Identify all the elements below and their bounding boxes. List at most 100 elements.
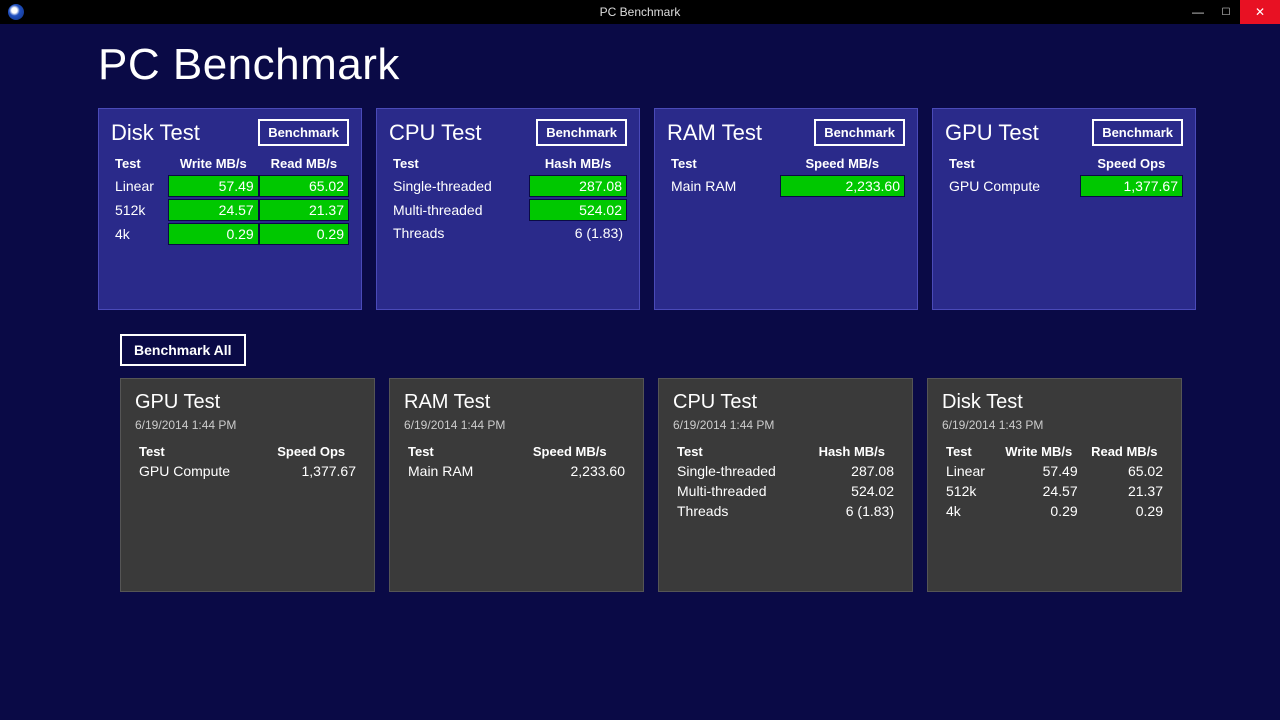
- history-area: Benchmark All GPU Test 6/19/2014 1:44 PM T…: [98, 334, 1254, 654]
- benchmark-cpu-button[interactable]: Benchmark: [536, 119, 627, 146]
- page-title: PC Benchmark: [98, 40, 1254, 90]
- cpu-row-label: Multi-threaded: [389, 199, 529, 221]
- cpu-header-hash: Hash MB/s: [529, 154, 627, 173]
- history-table-row: 512k24.5721.37: [942, 481, 1167, 501]
- app-body: PC Benchmark Disk Test Benchmark Test Wr…: [0, 24, 1280, 720]
- panel-disk-title: Disk Test: [111, 120, 200, 146]
- history-table-row: Main RAM2,233.60: [404, 461, 629, 481]
- history-table-cell: Main RAM: [404, 461, 510, 481]
- history-card[interactable]: RAM Test6/19/2014 1:44 PMTestSpeed MB/sM…: [389, 378, 644, 592]
- history-table-row: Linear57.4965.02: [942, 461, 1167, 481]
- ram-row-label: Main RAM: [667, 175, 780, 197]
- history-card-title: GPU Test: [135, 391, 360, 414]
- history-table-cell: 287.08: [806, 461, 898, 481]
- panel-ram-title: RAM Test: [667, 120, 762, 146]
- cpu-row-label: Threads: [389, 223, 529, 243]
- history-table-cell: 6 (1.83): [806, 501, 898, 521]
- history-table-cell: 524.02: [806, 481, 898, 501]
- ram-header-test: Test: [667, 154, 780, 173]
- panel-cpu: CPU Test Benchmark Test Hash MB/s Single…: [376, 108, 640, 310]
- history-table-cell: Threads: [673, 501, 806, 521]
- gpu-row: GPU Compute 1,377.67: [945, 175, 1183, 197]
- panel-ram: RAM Test Benchmark Test Speed MB/s Main …: [654, 108, 918, 310]
- cpu-row-label: Single-threaded: [389, 175, 529, 197]
- history-table-cell: 2,233.60: [510, 461, 629, 481]
- app-icon: [8, 4, 24, 20]
- history-table-cell: 512k: [942, 481, 996, 501]
- ram-table: Test Speed MB/s Main RAM 2,233.60: [667, 152, 905, 199]
- maximize-button[interactable]: [1212, 0, 1240, 24]
- history-table-row: Threads6 (1.83): [673, 501, 898, 521]
- history-table-row: 4k0.290.29: [942, 501, 1167, 521]
- panel-gpu: GPU Test Benchmark Test Speed Ops GPU Co…: [932, 108, 1196, 310]
- disk-header-test: Test: [111, 154, 168, 173]
- panel-disk: Disk Test Benchmark Test Write MB/s Read…: [98, 108, 362, 310]
- window-buttons: [1184, 0, 1280, 24]
- history-table-header: Write MB/s: [996, 442, 1082, 461]
- history-table-cell: 65.02: [1082, 461, 1167, 481]
- benchmark-ram-button[interactable]: Benchmark: [814, 119, 905, 146]
- minimize-button[interactable]: [1184, 0, 1212, 24]
- history-table-header: Read MB/s: [1082, 442, 1167, 461]
- disk-row-read: 65.02: [259, 175, 349, 197]
- history-card[interactable]: Disk Test 6/19/2014 1:43 PM TestWrite MB/s…: [927, 378, 1182, 592]
- history-table-cell: 0.29: [996, 501, 1082, 521]
- benchmark-all-button[interactable]: Benchmark All: [120, 334, 246, 366]
- gpu-row-value: 1,377.67: [1080, 175, 1183, 197]
- history-table-cell: GPU Compute: [135, 461, 262, 481]
- history-table-cell: Single-threaded: [673, 461, 806, 481]
- disk-table: Test Write MB/s Read MB/s Linear 57.49 6…: [111, 152, 349, 247]
- disk-row: 512k 24.57 21.37: [111, 199, 349, 221]
- disk-row-label: 4k: [111, 223, 168, 245]
- ram-row-value: 2,233.60: [780, 175, 905, 197]
- disk-row-read: 21.37: [259, 199, 349, 221]
- history-card-timestamp: 6/19/2014 1:44 PM: [673, 418, 898, 432]
- close-button[interactable]: [1240, 0, 1280, 24]
- history-table-cell: 0.29: [1082, 501, 1167, 521]
- panel-gpu-title: GPU Test: [945, 120, 1039, 146]
- history-table-header: Test: [673, 442, 806, 461]
- benchmark-disk-button[interactable]: Benchmark: [258, 119, 349, 146]
- gpu-row-label: GPU Compute: [945, 175, 1080, 197]
- disk-row-write: 57.49: [168, 175, 259, 197]
- gpu-header-test: Test: [945, 154, 1080, 173]
- panels-row: Disk Test Benchmark Test Write MB/s Read…: [98, 108, 1254, 310]
- history-card[interactable]: GPU Test 6/19/2014 1:44 PM TestSpeed OpsGP…: [120, 378, 375, 592]
- disk-header-read: Read MB/s: [259, 154, 349, 173]
- disk-row-label: Linear: [111, 175, 168, 197]
- history-card-title: Disk Test: [942, 391, 1167, 414]
- history-table-header: Hash MB/s: [806, 442, 898, 461]
- disk-row: 4k 0.29 0.29: [111, 223, 349, 245]
- history-card-title: CPU Test: [673, 391, 898, 414]
- disk-row: Linear 57.49 65.02: [111, 175, 349, 197]
- ram-header-speed: Speed MB/s: [780, 154, 905, 173]
- cpu-row-value: 6 (1.83): [529, 223, 627, 243]
- cpu-header-test: Test: [389, 154, 529, 173]
- disk-row-label: 512k: [111, 199, 168, 221]
- history-table: TestSpeed MB/sMain RAM2,233.60: [404, 442, 629, 481]
- history-card-title: RAM Test: [404, 391, 629, 414]
- ram-row: Main RAM 2,233.60: [667, 175, 905, 197]
- gpu-header-speed: Speed Ops: [1080, 154, 1183, 173]
- disk-row-write: 24.57: [168, 199, 259, 221]
- cpu-row: Multi-threaded 524.02: [389, 199, 627, 221]
- history-table-header: Speed Ops: [262, 442, 360, 461]
- history-card[interactable]: CPU Test 6/19/2014 1:44 PM TestHash MB/sSi…: [658, 378, 913, 592]
- history-row: GPU Test6/19/2014 1:44 PMTestSpeed OpsGP…: [98, 378, 1254, 592]
- window-title: PC Benchmark: [600, 5, 681, 19]
- benchmark-gpu-button[interactable]: Benchmark: [1092, 119, 1183, 146]
- history-table-cell: 1,377.67: [262, 461, 360, 481]
- history-table: TestWrite MB/sRead MB/sLinear57.4965.025…: [942, 442, 1167, 521]
- history-card-timestamp: 6/19/2014 1:43 PM: [942, 418, 1167, 432]
- cpu-table: Test Hash MB/s Single-threaded 287.08 Mu…: [389, 152, 627, 245]
- titlebar: PC Benchmark: [0, 0, 1280, 24]
- history-table-header: Test: [135, 442, 262, 461]
- history-table-header: Speed MB/s: [510, 442, 629, 461]
- history-table-cell: 57.49: [996, 461, 1082, 481]
- cpu-row: Single-threaded 287.08: [389, 175, 627, 197]
- history-table-cell: 24.57: [996, 481, 1082, 501]
- disk-row-read: 0.29: [259, 223, 349, 245]
- history-card-timestamp: 6/19/2014 1:44 PM: [135, 418, 360, 432]
- panel-cpu-title: CPU Test: [389, 120, 482, 146]
- gpu-table: Test Speed Ops GPU Compute 1,377.67: [945, 152, 1183, 199]
